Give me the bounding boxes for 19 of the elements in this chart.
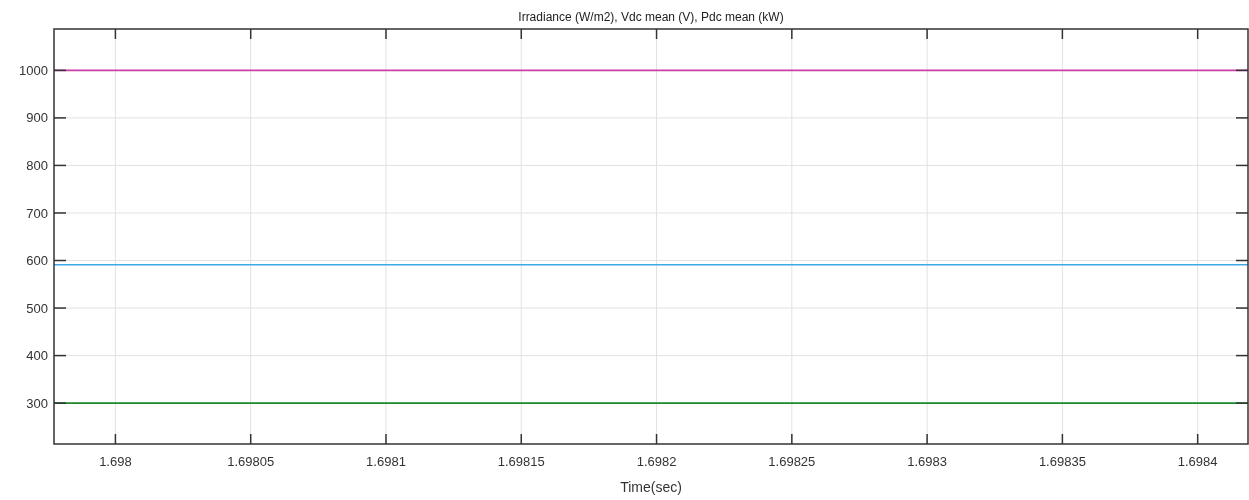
y-tick-label: 400 [26,348,48,364]
x-tick-label: 1.69805 [227,454,275,469]
y-tick-label: 800 [26,157,48,173]
y-tick-label: 900 [26,110,48,126]
x-tick-label: 1.69815 [497,454,545,469]
x-tick-label: 1.69825 [768,454,816,469]
x-axis-title: Time(sec) [620,479,682,495]
x-tick-label: 1.6984 [1177,454,1218,469]
y-tick-label: 500 [26,300,48,316]
y-tick-label: 1000 [19,62,48,78]
chart-title: Irradiance (W/m2), Vdc mean (V), Pdc mean (kW) [518,10,784,24]
y-tick-label: 600 [26,253,48,269]
x-tick-label: 1.6981 [366,454,406,469]
x-tick-label: 1.69835 [1038,454,1086,469]
x-tick-label: 1.6983 [907,454,947,469]
x-tick-label: 1.698 [99,454,132,469]
x-tick-label: 1.6982 [636,454,677,469]
y-tick-label: 300 [26,395,48,411]
y-tick-label: 700 [26,205,48,221]
